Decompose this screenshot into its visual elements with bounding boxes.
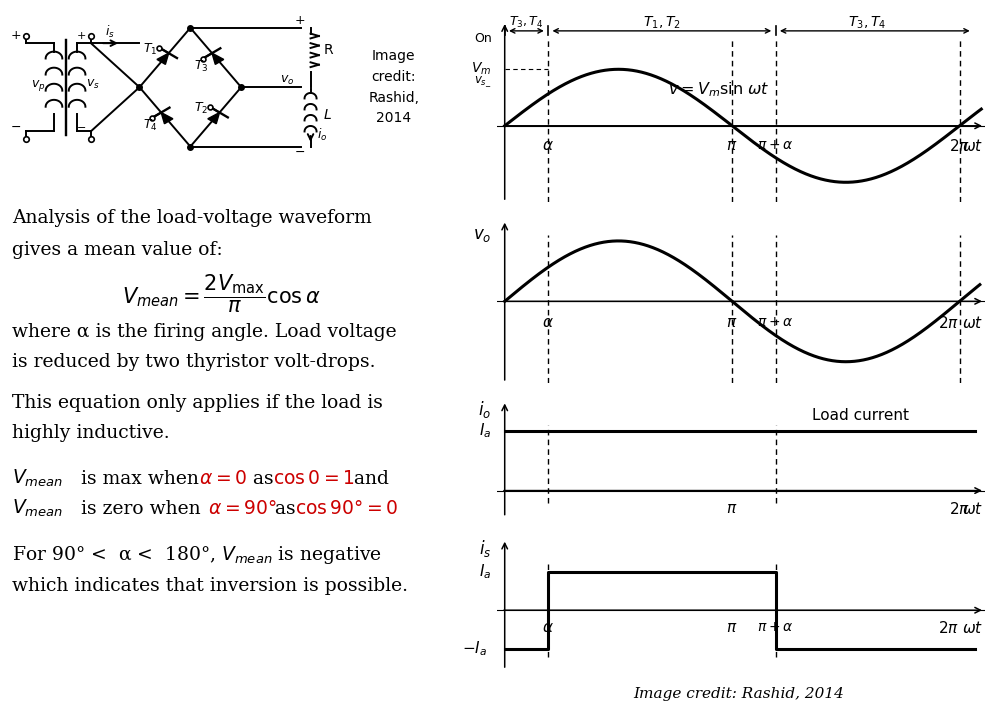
Text: $\cos 0 = 1$: $\cos 0 = 1$ <box>273 469 355 488</box>
Polygon shape <box>212 53 224 65</box>
Text: $2\pi$: $2\pi$ <box>949 138 970 155</box>
Text: $v_p$: $v_p$ <box>30 78 45 94</box>
Text: This equation only applies if the load is: This equation only applies if the load i… <box>12 393 383 412</box>
Text: $\pi$: $\pi$ <box>727 315 738 330</box>
Text: $2\pi$: $2\pi$ <box>949 501 970 517</box>
Text: $i_o$: $i_o$ <box>478 399 491 420</box>
Text: Analysis of the load-voltage waveform: Analysis of the load-voltage waveform <box>12 209 372 228</box>
Text: R: R <box>324 43 333 57</box>
Text: $\alpha$: $\alpha$ <box>543 138 554 153</box>
Text: +: + <box>10 29 21 43</box>
Text: L: L <box>324 108 332 122</box>
Text: $\pi$: $\pi$ <box>727 501 738 515</box>
Text: $T_3$: $T_3$ <box>194 58 209 74</box>
Text: $-I_a$: $-I_a$ <box>461 640 486 658</box>
Text: $V_m$: $V_m$ <box>471 61 491 77</box>
Text: $\omega t$: $\omega t$ <box>962 138 984 155</box>
Text: $\cos 90° = 0$: $\cos 90° = 0$ <box>295 499 399 518</box>
Text: highly inductive.: highly inductive. <box>12 424 170 442</box>
Text: $V_{mean}$: $V_{mean}$ <box>12 498 63 519</box>
Polygon shape <box>161 113 173 124</box>
Text: as: as <box>269 500 302 518</box>
Text: $\alpha$: $\alpha$ <box>543 315 554 330</box>
Text: $T_4$: $T_4$ <box>144 118 158 133</box>
Text: where α is the firing angle. Load voltage: where α is the firing angle. Load voltag… <box>12 323 397 341</box>
Text: $v_{s\_}$: $v_{s\_}$ <box>474 74 491 89</box>
Text: −: − <box>77 123 86 133</box>
Text: Image
credit:
Rashid,
2014: Image credit: Rashid, 2014 <box>368 50 419 125</box>
Polygon shape <box>157 53 169 65</box>
Text: as: as <box>247 469 279 488</box>
Text: $v_o$: $v_o$ <box>280 74 294 87</box>
Text: $\pi$: $\pi$ <box>727 138 738 153</box>
Text: $V_{mean}$: $V_{mean}$ <box>12 467 63 489</box>
Text: $\alpha = 0$: $\alpha = 0$ <box>199 469 247 488</box>
Text: $\alpha$: $\alpha$ <box>543 620 554 635</box>
Text: $\pi+\alpha$: $\pi+\alpha$ <box>758 620 794 634</box>
Polygon shape <box>208 113 219 124</box>
Text: $I_a$: $I_a$ <box>479 421 491 440</box>
Text: $2\pi$: $2\pi$ <box>939 620 960 636</box>
Text: $i_s$: $i_s$ <box>479 538 491 559</box>
Text: For 90° <  α <  180°, $V_{mean}$ is negative: For 90° < α < 180°, $V_{mean}$ is negati… <box>12 544 382 566</box>
Text: $\omega t$: $\omega t$ <box>962 315 984 330</box>
Text: $\alpha = 90°$: $\alpha = 90°$ <box>208 499 276 518</box>
Text: +: + <box>77 31 86 41</box>
Text: −: − <box>10 121 21 134</box>
Text: $T_3, T_4$: $T_3, T_4$ <box>510 16 544 30</box>
Text: $\omega t$: $\omega t$ <box>962 620 984 636</box>
Text: $i_s$: $i_s$ <box>105 23 115 40</box>
Text: $\pi+\alpha$: $\pi+\alpha$ <box>758 138 794 152</box>
Text: $T_2$: $T_2$ <box>194 101 209 116</box>
Text: $i_o$: $i_o$ <box>318 127 328 143</box>
Text: $T_3, T_4$: $T_3, T_4$ <box>848 14 886 30</box>
Text: gives a mean value of:: gives a mean value of: <box>12 241 223 259</box>
Text: $I_a$: $I_a$ <box>479 562 491 581</box>
Text: is zero when: is zero when <box>75 500 207 518</box>
Text: $\pi+\alpha$: $\pi+\alpha$ <box>758 315 794 328</box>
Text: $T_1$: $T_1$ <box>144 42 158 57</box>
Text: $T_1, T_2$: $T_1, T_2$ <box>643 14 680 30</box>
Text: Image credit: Rashid, 2014: Image credit: Rashid, 2014 <box>633 687 844 701</box>
Text: which indicates that inversion is possible.: which indicates that inversion is possib… <box>12 576 408 595</box>
Text: $v_o$: $v_o$ <box>473 226 491 244</box>
Text: $v = V_m \sin\,\omega t$: $v = V_m \sin\,\omega t$ <box>668 81 770 99</box>
Text: +: + <box>294 14 305 27</box>
Text: −: − <box>294 146 305 159</box>
Text: $\pi$: $\pi$ <box>727 620 738 635</box>
Text: is reduced by two thyristor volt-drops.: is reduced by two thyristor volt-drops. <box>12 353 376 372</box>
Text: $V_{mean} = \dfrac{2V_{\mathrm{max}}}{\pi}\cos\alpha$: $V_{mean} = \dfrac{2V_{\mathrm{max}}}{\p… <box>122 273 321 316</box>
Text: Load current: Load current <box>812 408 909 423</box>
Text: $v_s$: $v_s$ <box>86 78 100 91</box>
Text: and: and <box>348 469 389 488</box>
Text: $\omega t$: $\omega t$ <box>962 501 984 517</box>
Text: On: On <box>474 32 491 45</box>
Text: $2\pi$: $2\pi$ <box>939 315 960 330</box>
Text: is max when: is max when <box>75 469 205 488</box>
